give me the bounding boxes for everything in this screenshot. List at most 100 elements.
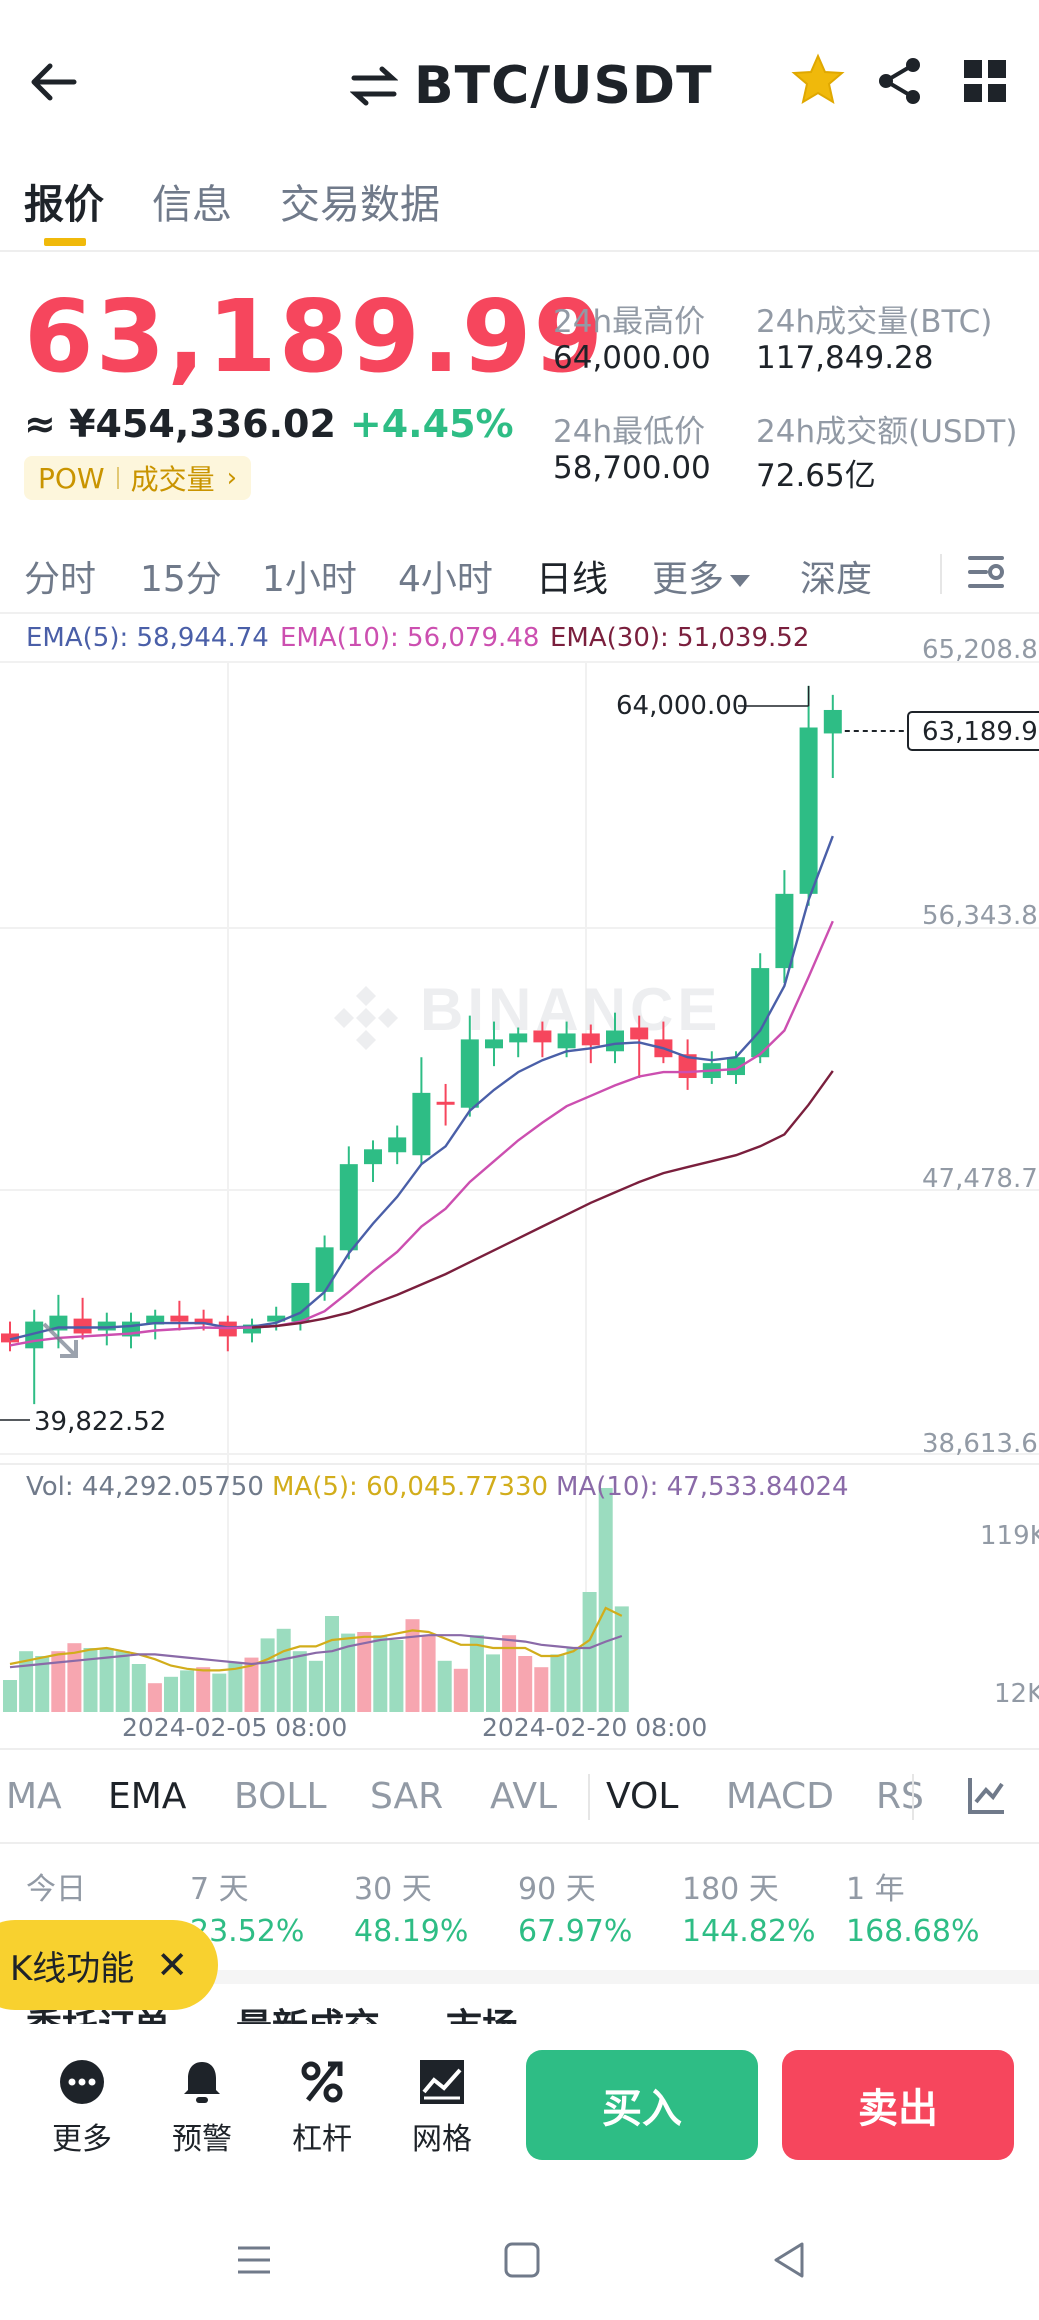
kline-features-pill[interactable]: K线功能 ✕ [0, 1920, 218, 2010]
interval-1d[interactable]: 日线 [536, 559, 609, 600]
perf-label-7d: 7 天 [190, 1872, 249, 1907]
tab-info[interactable]: 信息 [152, 182, 232, 228]
back-triangle-icon[interactable] [770, 2240, 810, 2280]
candle-body [727, 1057, 745, 1076]
interval-line[interactable]: 分时 [24, 559, 97, 600]
volume-bar [180, 1670, 195, 1712]
volume-bar [357, 1632, 372, 1712]
interval-more[interactable]: 更多 [652, 550, 751, 602]
tab-quote[interactable]: 报价 [24, 182, 104, 228]
interval-1h[interactable]: 1小时 [262, 559, 357, 600]
percent-icon [301, 2061, 343, 2103]
low-24h-value: 58,700.00 [553, 450, 711, 486]
chart-settings-icon[interactable] [966, 552, 1006, 592]
interval-15m[interactable]: 15分 [140, 559, 222, 600]
more-dots-icon [60, 2060, 104, 2104]
volume-bar [421, 1635, 436, 1712]
candles [1, 685, 842, 1405]
section-market[interactable]: 市场 [446, 1998, 518, 2024]
indicator-avl[interactable]: AVL [490, 1776, 558, 1817]
more-button[interactable]: 更多 [34, 2058, 130, 2158]
indicator-ema[interactable]: EMA [108, 1776, 187, 1817]
bottom-action-bar: 更多 预警 杠杆 网格 买入 卖出 [0, 2024, 1039, 2204]
candle-body [436, 1101, 455, 1105]
volume-ma10-legend: MA(10): 47,533.84024 [556, 1472, 849, 1502]
close-icon[interactable]: ✕ [156, 1943, 189, 1987]
candle-body [364, 1149, 382, 1165]
indicator-boll[interactable]: BOLL [234, 1776, 327, 1817]
volume-bar [550, 1654, 565, 1712]
caret-down-icon [730, 575, 751, 587]
interval-more-label: 更多 [652, 559, 725, 600]
candle-body [823, 709, 842, 734]
vol-usdt-label: 24h成交额(USDT) [756, 414, 1018, 450]
share-icon[interactable] [876, 56, 924, 106]
cny-price: ≈ ¥454,336.02 [24, 402, 336, 446]
indicator-sar[interactable]: SAR [370, 1776, 444, 1817]
indicator-settings-icon[interactable] [966, 1774, 1008, 1816]
volume-bar [566, 1648, 581, 1712]
indicator-divider [588, 1774, 590, 1820]
candle-body [751, 968, 770, 1058]
volume-bar [35, 1656, 50, 1712]
candle-body [170, 1315, 189, 1322]
interval-bar: 分时 15分 1小时 4小时 日线 更多 深度 [0, 540, 1039, 610]
volume-bar [341, 1633, 356, 1712]
pair-title[interactable]: BTC/USDT [350, 54, 713, 118]
section-orders[interactable]: 委托订单 [26, 1998, 170, 2024]
interval-depth[interactable]: 深度 [800, 559, 873, 600]
price-tick: 56,343.80 [922, 901, 1039, 931]
interval-divider [940, 554, 942, 594]
volume-bar [389, 1640, 404, 1712]
volume-bar [469, 1635, 484, 1712]
volume-bar [325, 1616, 339, 1712]
candle-body [291, 1282, 310, 1322]
grid-bot-button[interactable]: 网格 [394, 2058, 490, 2158]
arrow-left-icon[interactable] [26, 54, 82, 110]
system-nav-bar [0, 2204, 1039, 2320]
indicator-vol[interactable]: VOL [606, 1776, 679, 1817]
star-icon[interactable] [790, 52, 846, 108]
sell-button[interactable]: 卖出 [782, 2050, 1014, 2160]
kline-chart[interactable]: BINANCE EMA(5): 58,944.74 EMA(10): 56,07… [0, 612, 1039, 1742]
volume-bar [51, 1651, 66, 1712]
volume-bar [518, 1656, 533, 1712]
tab-trading-data[interactable]: 交易数据 [280, 182, 440, 228]
section-trades[interactable]: 最新成交 [236, 1998, 380, 2024]
alert-label: 预警 [172, 2122, 232, 2157]
home-icon[interactable] [502, 2240, 542, 2280]
tag-chip[interactable]: POW 成交量 › [24, 456, 252, 500]
volume-bar [244, 1657, 259, 1712]
watermark-text: BINANCE [420, 976, 721, 1043]
date-tick: 2024-02-20 08:00 [482, 1713, 707, 1742]
high-marker-label: 64,000.00 [616, 691, 748, 721]
buy-button[interactable]: 买入 [526, 2050, 758, 2160]
candle-body [73, 1318, 92, 1334]
ema-line [9, 835, 834, 1341]
vol-usdt-value: 72.65亿 [756, 458, 876, 494]
alert-button[interactable]: 预警 [154, 2058, 250, 2158]
grid-icon[interactable] [964, 60, 1006, 102]
volume-bar [486, 1654, 500, 1712]
low-marker-label: 39,822.52 [34, 1407, 166, 1437]
grid-lines [0, 661, 1039, 1712]
chevron-right-icon: › [226, 463, 238, 493]
last-price-marker-label: 63,189.99 [922, 717, 1039, 747]
price-markers [0, 685, 906, 1421]
indicator-macd[interactable]: MACD [726, 1776, 834, 1817]
candle-body [388, 1137, 407, 1153]
leverage-button[interactable]: 杠杆 [274, 2058, 370, 2158]
vol-btc-value: 117,849.28 [756, 340, 934, 376]
price-tick: 47,478.72 [922, 1164, 1039, 1194]
interval-4h[interactable]: 4小时 [398, 559, 493, 600]
indicator-ma[interactable]: MA [6, 1776, 62, 1817]
high-24h-value: 64,000.00 [553, 340, 711, 376]
volume-legend: Vol: 44,292.05750 [26, 1472, 264, 1502]
volume-bar [437, 1660, 452, 1712]
indicator-rsi[interactable]: RS [876, 1776, 924, 1817]
candle-body [460, 1039, 479, 1108]
section-separator [0, 1970, 1039, 1984]
header: BTC/USDT [0, 0, 1039, 160]
menu-icon[interactable] [234, 2240, 274, 2280]
ema-lines [9, 835, 834, 1347]
